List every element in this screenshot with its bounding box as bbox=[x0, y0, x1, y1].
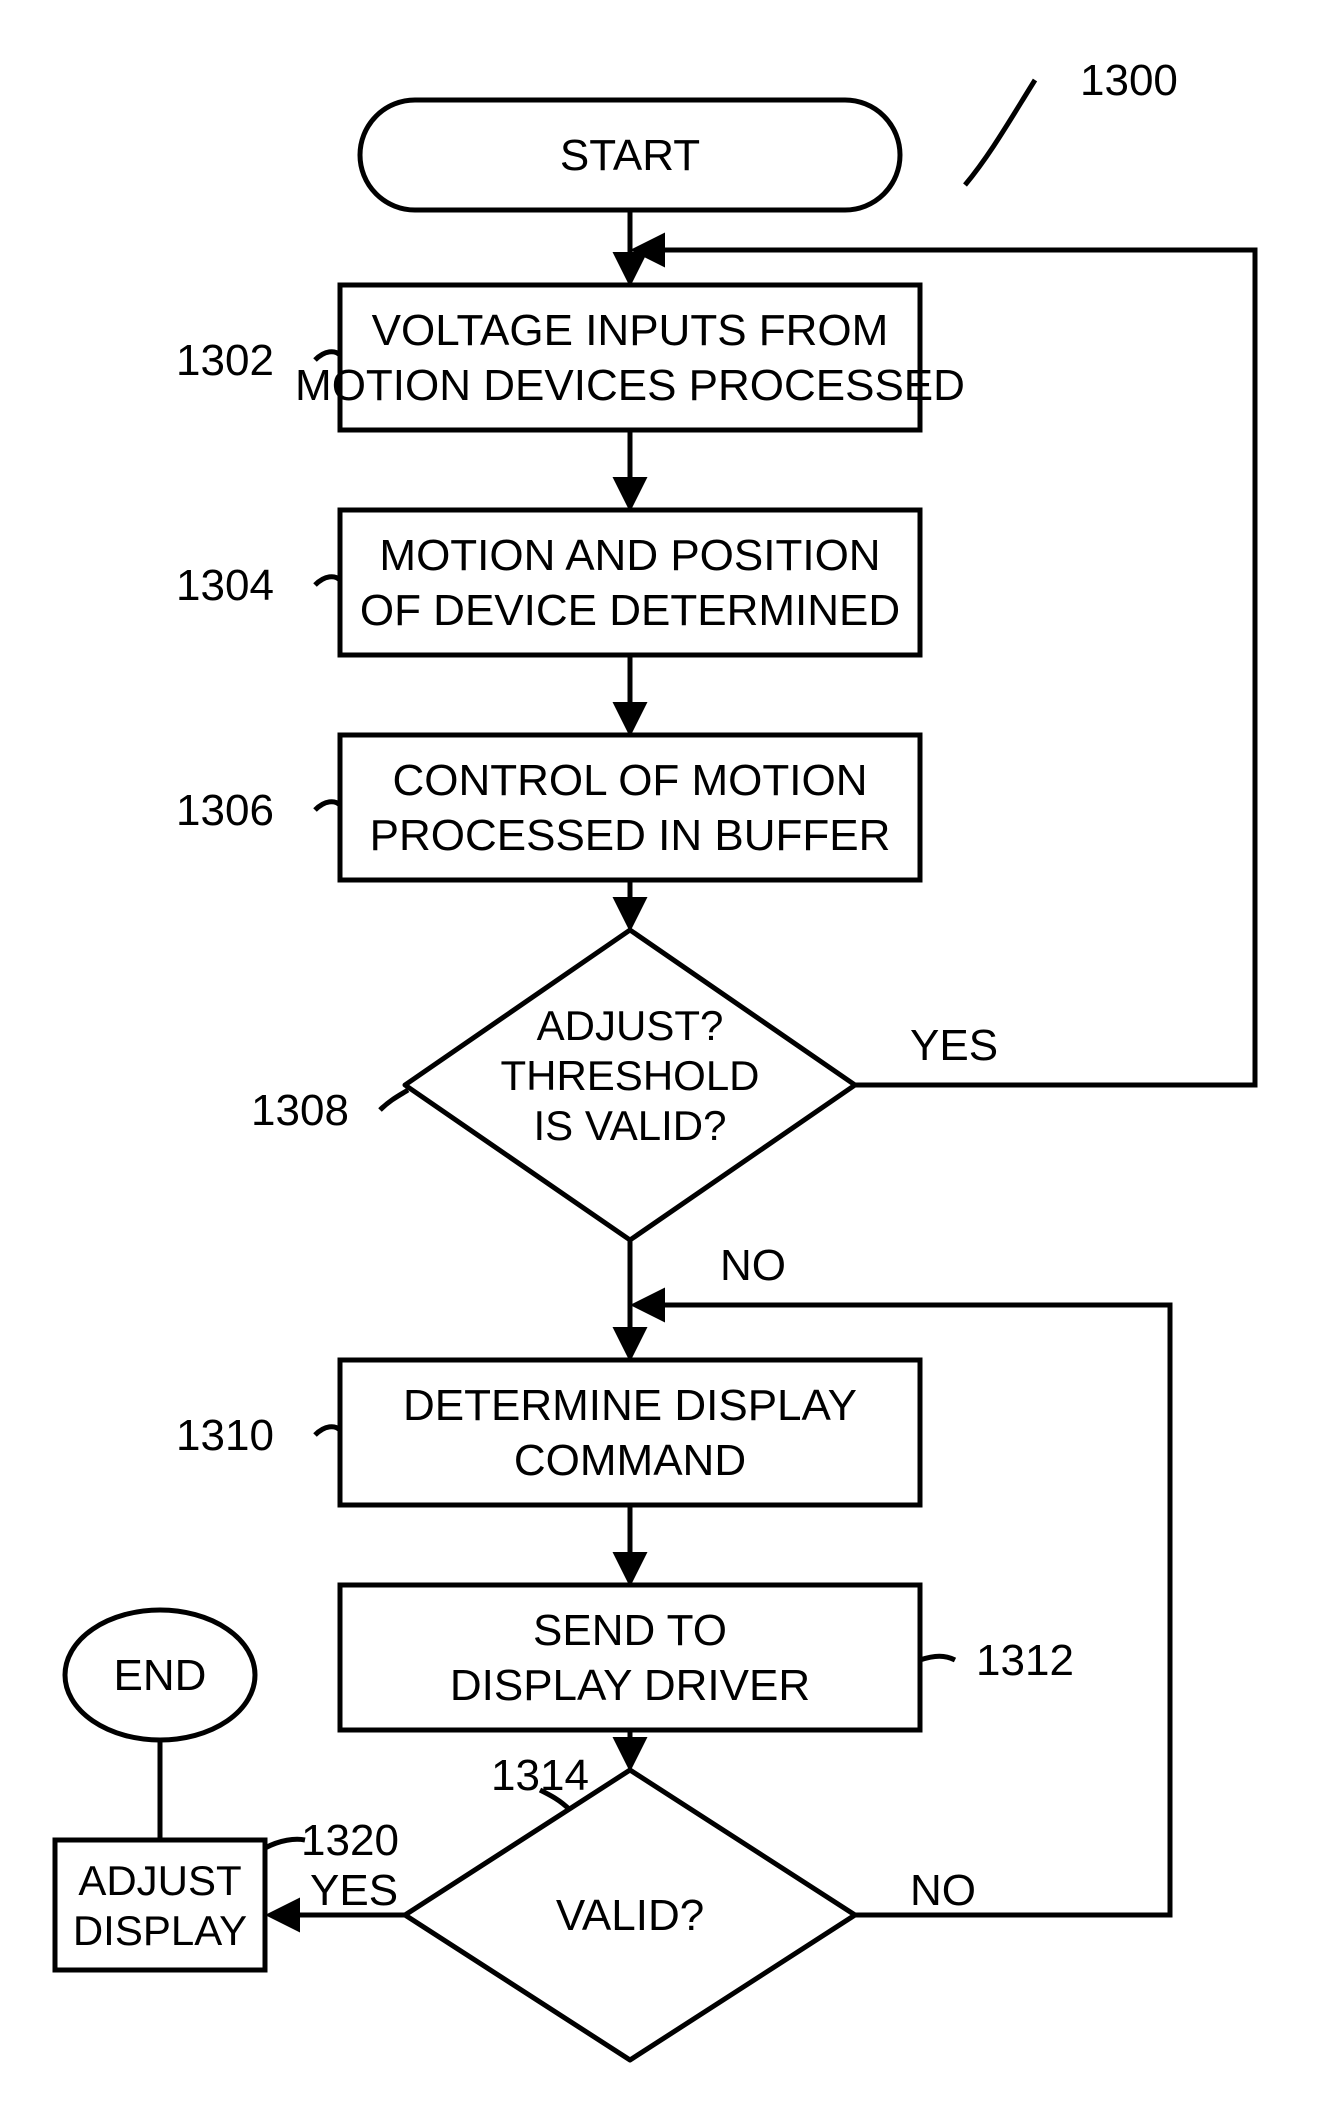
decision-1308-line1: ADJUST? bbox=[537, 1002, 724, 1049]
process-1306-line1: CONTROL OF MOTION bbox=[392, 756, 867, 805]
decision-1314-line1: VALID? bbox=[556, 1891, 704, 1940]
terminal-start-label: START bbox=[560, 131, 700, 180]
d1314-yes-label: YES bbox=[310, 1866, 398, 1915]
ref-1314: 1314 bbox=[491, 1751, 589, 1800]
process-1304-line1: MOTION AND POSITION bbox=[379, 531, 880, 580]
leader-1304 bbox=[315, 577, 340, 585]
leader-1306 bbox=[315, 802, 340, 810]
terminal-end-label: END bbox=[114, 1651, 207, 1700]
ref-1302: 1302 bbox=[176, 336, 274, 385]
d1314-no-label: NO bbox=[910, 1866, 976, 1915]
ref-1308: 1308 bbox=[251, 1086, 349, 1135]
process-1320-line2: DISPLAY bbox=[73, 1907, 247, 1954]
leader-1300 bbox=[965, 80, 1035, 185]
process-1320-line1: ADJUST bbox=[78, 1857, 241, 1904]
ref-1306: 1306 bbox=[176, 786, 274, 835]
process-1312-line2: DISPLAY DRIVER bbox=[450, 1661, 810, 1710]
process-1302-line2: MOTION DEVICES PROCESSED bbox=[295, 361, 965, 410]
leader-1302 bbox=[315, 352, 340, 360]
process-1306-line2: PROCESSED IN BUFFER bbox=[370, 811, 891, 860]
process-1312-line1: SEND TO bbox=[533, 1606, 727, 1655]
process-1302-line1: VOLTAGE INPUTS FROM bbox=[372, 306, 889, 355]
d1308-yes-label: YES bbox=[910, 1021, 998, 1070]
leader-1320 bbox=[265, 1839, 305, 1848]
ref-1312: 1312 bbox=[976, 1636, 1074, 1685]
ref-1320: 1320 bbox=[301, 1816, 399, 1865]
d1308-no-label: NO bbox=[720, 1241, 786, 1290]
fig-ref-1300: 1300 bbox=[1080, 56, 1178, 105]
leader-1308 bbox=[380, 1090, 408, 1110]
decision-1308-line2: THRESHOLD bbox=[500, 1052, 759, 1099]
ref-1310: 1310 bbox=[176, 1411, 274, 1460]
process-1310-line1: DETERMINE DISPLAY bbox=[403, 1381, 857, 1430]
leader-1310 bbox=[315, 1427, 340, 1435]
ref-1304: 1304 bbox=[176, 561, 274, 610]
leader-1312 bbox=[920, 1656, 955, 1660]
process-1304-line2: OF DEVICE DETERMINED bbox=[360, 586, 900, 635]
process-1310-line2: COMMAND bbox=[514, 1436, 746, 1485]
decision-1308-line3: IS VALID? bbox=[534, 1102, 727, 1149]
